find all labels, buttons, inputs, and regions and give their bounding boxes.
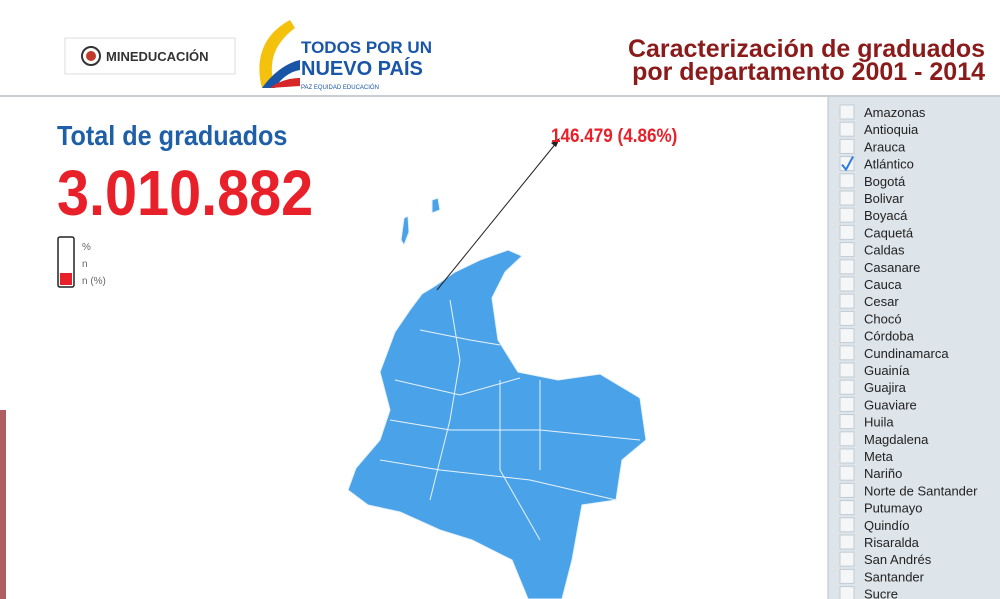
department-name[interactable]: Norte de Santander (864, 483, 978, 498)
department-name[interactable]: Magdalena (864, 432, 929, 447)
department-name[interactable]: Córdoba (864, 329, 915, 344)
checkbox[interactable] (839, 121, 855, 137)
checkbox[interactable] (839, 224, 855, 240)
department-name[interactable]: Putumayo (864, 501, 923, 516)
checkbox[interactable] (839, 207, 855, 223)
department-name[interactable]: Antioquia (864, 122, 919, 137)
checkbox[interactable] (839, 586, 855, 599)
checkbox[interactable] (839, 362, 855, 378)
department-name[interactable]: San Andrés (864, 552, 932, 567)
checkbox[interactable] (839, 568, 855, 584)
checkbox[interactable] (839, 431, 855, 447)
department-borders (379, 299, 641, 541)
checkbox[interactable] (839, 448, 855, 464)
department-name[interactable]: Arauca (864, 139, 906, 154)
slogan-tagline: PAZ EQUIDAD EDUCACIÓN (301, 84, 379, 91)
department-name[interactable]: Boyacá (864, 208, 908, 223)
checkbox[interactable] (839, 138, 855, 154)
checkbox[interactable] (839, 396, 855, 412)
department-name[interactable]: Nariño (864, 466, 902, 481)
edge-strip (0, 410, 6, 599)
department-name[interactable]: Chocó (864, 311, 902, 326)
callout-arrowhead (551, 138, 560, 147)
country-outline (347, 249, 647, 599)
checkbox[interactable] (839, 379, 855, 395)
checkbox[interactable] (839, 482, 855, 498)
checkbox[interactable] (839, 173, 855, 189)
slogan-line2: NUEVO PAÍS (301, 57, 423, 80)
checkbox[interactable] (839, 345, 855, 361)
ministry-emblem-core (86, 51, 96, 61)
checkbox[interactable] (839, 534, 855, 550)
department-name[interactable]: Bolivar (864, 191, 904, 206)
checkbox[interactable] (839, 551, 855, 567)
checkbox[interactable] (839, 242, 855, 258)
slogan-logo-blue (262, 60, 300, 88)
checkbox[interactable] (839, 276, 855, 292)
department-name[interactable]: Caldas (864, 243, 905, 258)
department-name[interactable]: Atlántico (864, 157, 914, 172)
legend-label: n (82, 259, 88, 270)
checkbox[interactable] (839, 465, 855, 481)
department-name[interactable]: Casanare (864, 260, 920, 275)
department-name[interactable]: Quindío (864, 518, 910, 533)
island (400, 215, 410, 247)
department-name[interactable]: Bogotá (864, 174, 906, 189)
slogan-line1: TODOS POR UN (301, 38, 432, 57)
checkmark (841, 156, 854, 172)
department-name[interactable]: Cauca (864, 277, 902, 292)
legend-label: n (%) (82, 276, 106, 287)
department-name[interactable]: Guainía (864, 363, 910, 378)
department-name[interactable]: Santander (864, 569, 925, 584)
ministry-name: MINEDUCACIÓN (106, 49, 209, 64)
sidebar (828, 97, 1000, 599)
department-name[interactable]: Meta (864, 449, 894, 464)
checkbox[interactable] (839, 500, 855, 516)
checkbox[interactable] (839, 293, 855, 309)
checkbox[interactable] (839, 310, 855, 326)
checkbox[interactable] (839, 190, 855, 206)
callout-value: 146.479 (4.86%) (551, 125, 677, 146)
summary-value: 3.010.882 (57, 157, 313, 228)
title-line2: por departamento 2001 - 2014 (632, 58, 985, 86)
department-name[interactable]: Sucre (864, 587, 898, 599)
department-name[interactable]: Risaralda (864, 535, 920, 550)
checkbox[interactable] (839, 104, 855, 120)
callout-line (436, 141, 558, 291)
checkbox[interactable] (839, 414, 855, 430)
slogan-logo-yellow (259, 20, 295, 88)
department-name[interactable]: Huila (864, 415, 894, 430)
department-name[interactable]: Cundinamarca (864, 346, 949, 361)
department-name[interactable]: Amazonas (864, 105, 926, 120)
summary-label: Total de graduados (57, 120, 287, 152)
checkbox[interactable] (839, 328, 855, 344)
department-list: Amazonas Antioquia Arauca Atlántico Bogotá Bo… (839, 104, 978, 599)
checkbox[interactable] (839, 517, 855, 533)
department-name[interactable]: Caquetá (864, 225, 914, 240)
legend-fill (60, 273, 72, 285)
map (347, 197, 647, 599)
department-name[interactable]: Guajira (864, 380, 907, 395)
title-line1: Caracterización de graduados (628, 35, 985, 63)
checkbox[interactable] (839, 259, 855, 275)
legend-label: % (82, 242, 91, 253)
slogan-logo-red (270, 78, 300, 88)
island (431, 197, 441, 214)
department-name[interactable]: Cesar (864, 294, 899, 309)
department-name[interactable]: Guaviare (864, 397, 917, 412)
